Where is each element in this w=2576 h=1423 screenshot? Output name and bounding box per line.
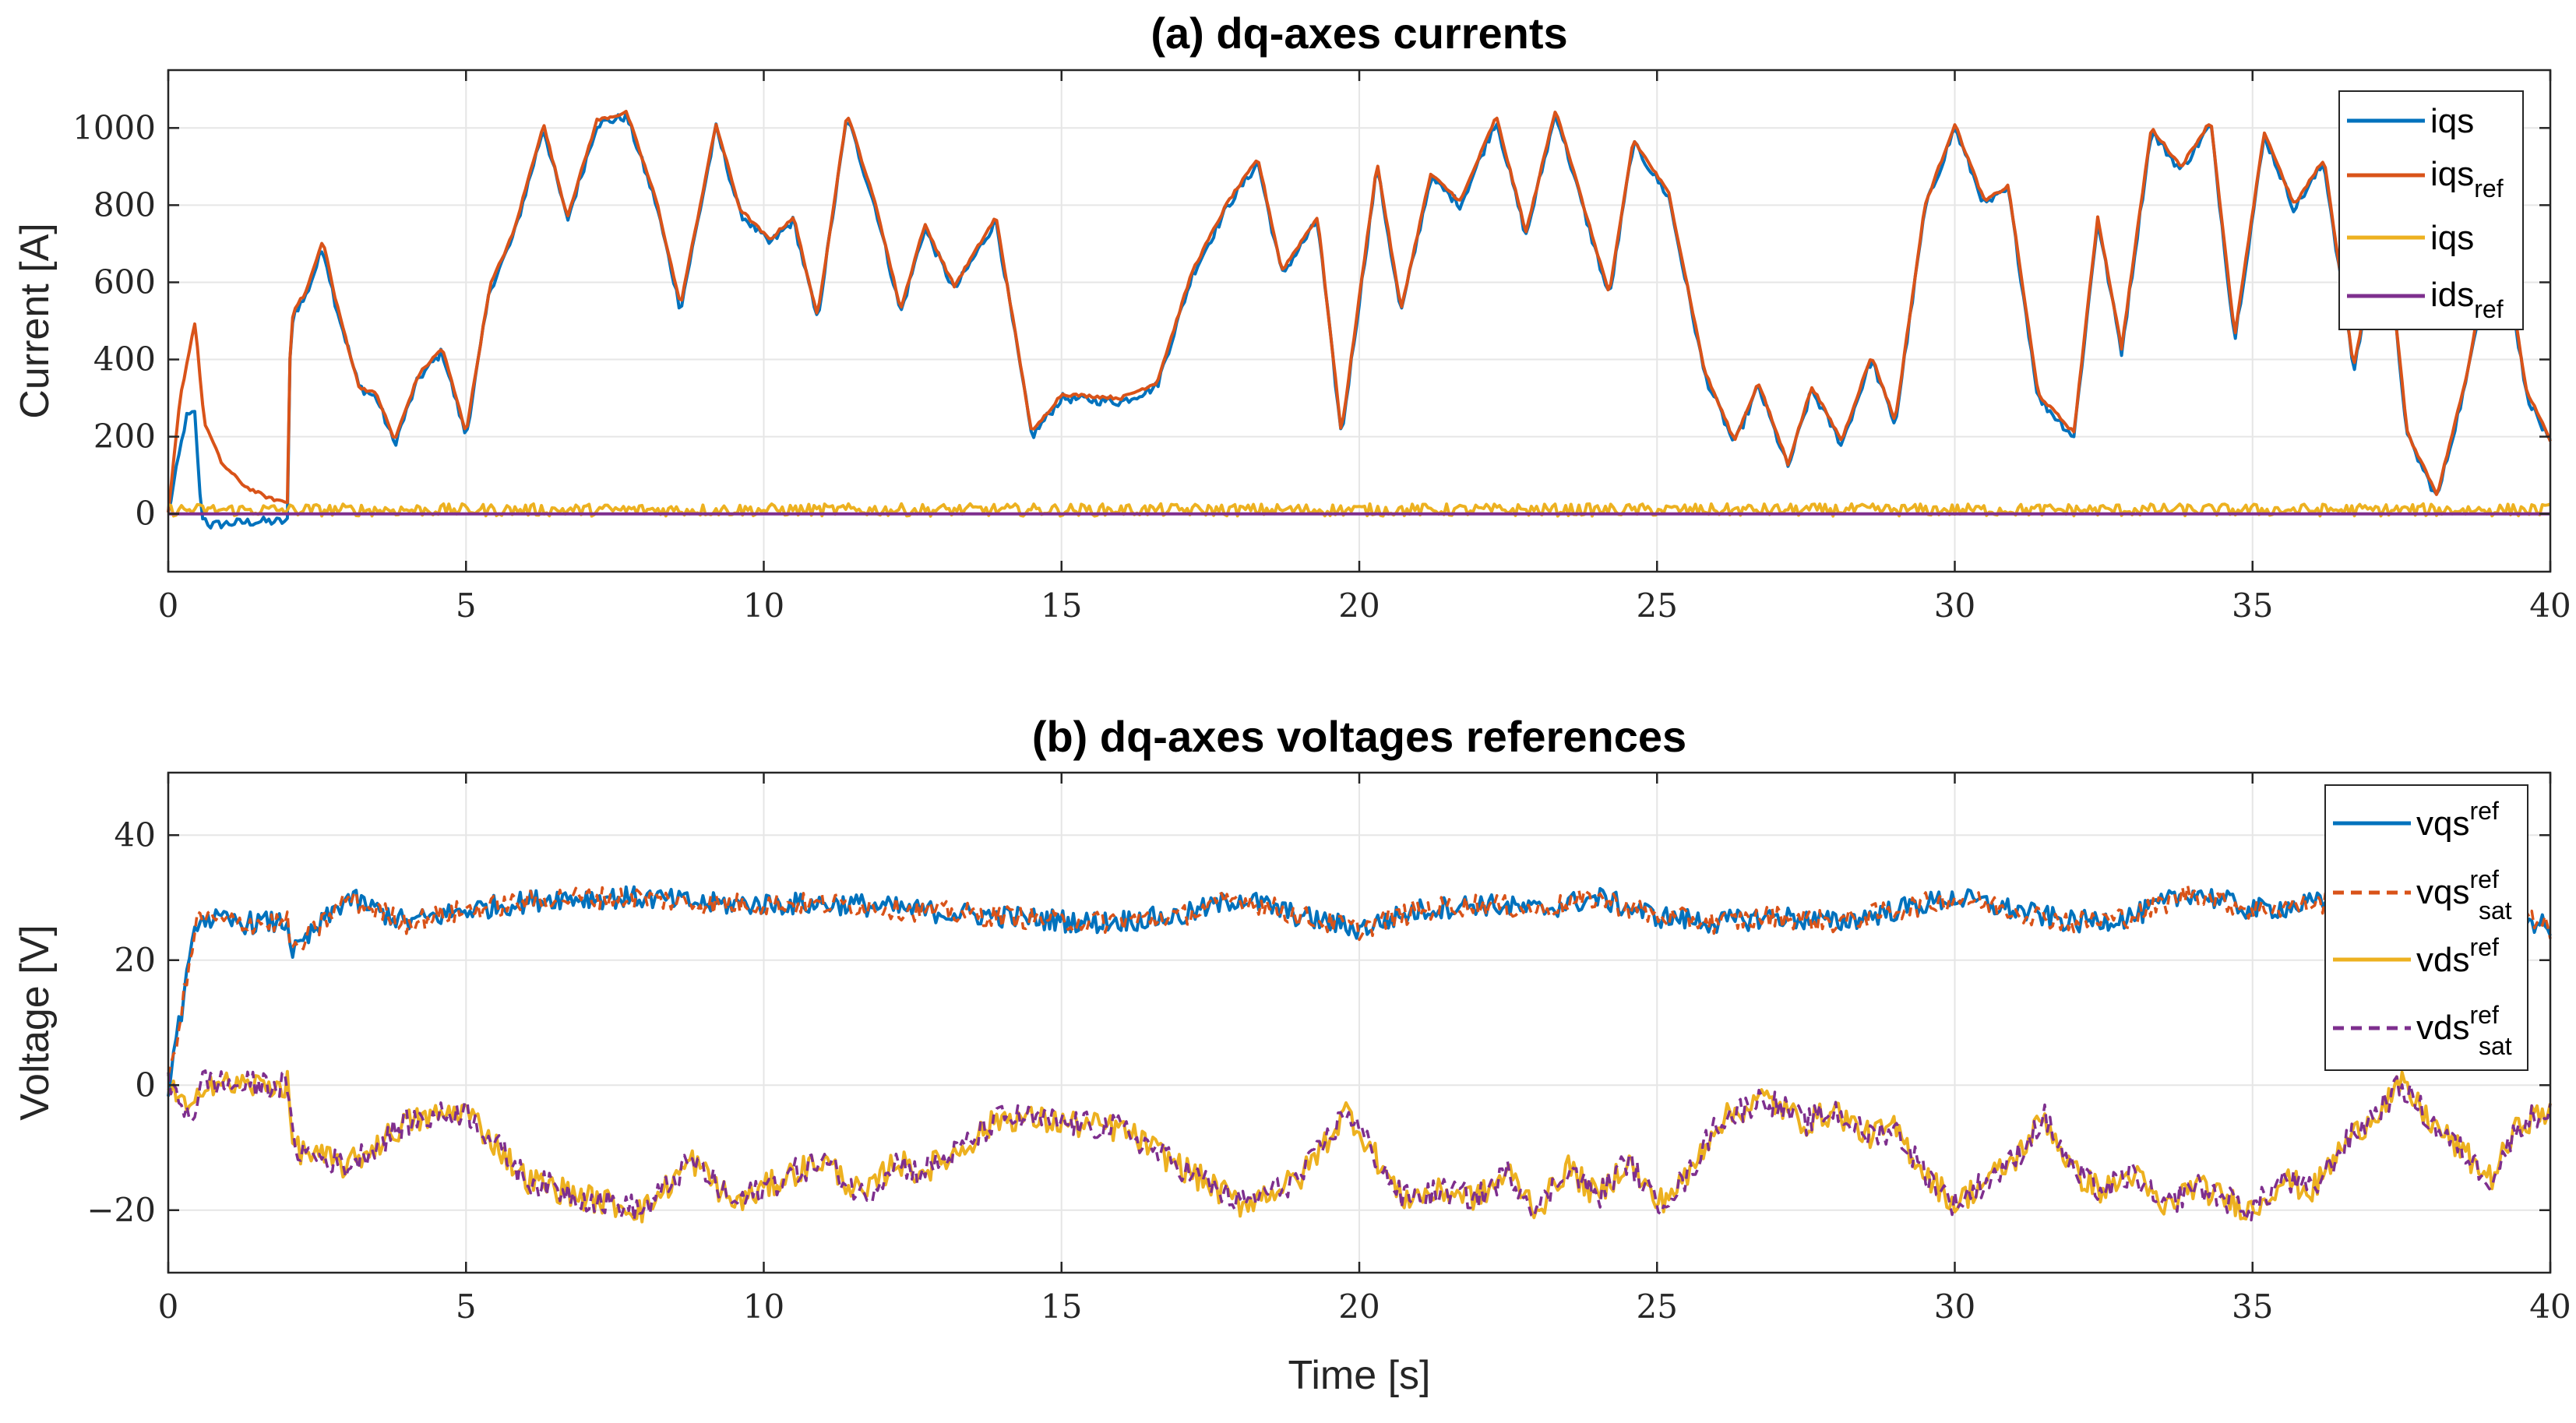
chart-a-legend-main-ids-ref: ids (2430, 276, 2474, 314)
chart-a-legend-entry-iqs: iqs (2347, 102, 2474, 140)
chart-b-series-vqs-sat (167, 883, 2552, 1076)
chart-a-legend-label-iqs-2: iqs (2430, 219, 2474, 257)
chart-a-legend-main-iqs-ref: iqs (2430, 155, 2474, 193)
chart-b-x-tick-label-6: 30 (1934, 1287, 1975, 1326)
chart-b-legend-entry-vqs-ref: vqsref (2333, 797, 2499, 843)
chart-b-legend-sup-vds-sat: ref (2469, 1001, 2498, 1029)
chart-a-legend-entry-ids-ref: idsref (2347, 276, 2504, 323)
chart-b-legend-sub-vds-sat: sat (2479, 1032, 2512, 1060)
chart-b-legend-sup-vqs-ref: ref (2469, 797, 2498, 825)
chart-b-legend-main-vqs-sat: vqs (2416, 873, 2469, 911)
chart-b-series-vds-sat (167, 1069, 2552, 1222)
chart-b-legend-sup-vqs-sat: ref (2469, 865, 2498, 893)
chart-a-legend-sub-ids-ref: ref (2474, 295, 2503, 323)
chart-b-x-tick-label-2: 10 (743, 1287, 784, 1326)
chart-a-legend-sub-iqs-ref: ref (2474, 174, 2503, 203)
chart-b-x-tick-label-8: 40 (2529, 1287, 2571, 1326)
chart-b-legend-main-vds-sat: vds (2416, 1009, 2469, 1047)
chart-b-y-tick-label-2: 20 (115, 941, 156, 979)
chart-a-legend-label-iqs: iqs (2430, 102, 2474, 140)
chart-b-y-tick-label-1: 0 (135, 1065, 156, 1104)
chart-a-title: (a) dq-axes currents (1151, 9, 1567, 58)
chart-b-legend-main-vqs-ref: vqs (2416, 805, 2469, 843)
chart-b-grid (168, 773, 2550, 1273)
chart-b-legend-label-vqs-sat: vqsref sat (2416, 865, 2512, 925)
chart-a-legend: iqs iqsref iqs idsref (2338, 90, 2524, 330)
chart-b-series-vds-ref (167, 1069, 2552, 1224)
chart-a-legend-label-ids-ref: idsref (2430, 276, 2504, 323)
chart-a-y-tick-label-4: 800 (93, 185, 156, 224)
chart-a-x-tick-label-2: 10 (743, 586, 784, 625)
chart-a-x-tick-label-1: 5 (456, 586, 477, 625)
chart-b-series-group (167, 883, 2552, 1224)
chart-b-legend-box (2324, 784, 2528, 1071)
chart-a-legend-main-iqs: iqs (2430, 102, 2474, 140)
chart-a-legend-main-iqs-2: iqs (2430, 219, 2474, 257)
chart-b-legend-label-vds-ref: vdsref (2416, 933, 2499, 979)
chart-a-y-tick-label-0: 0 (135, 495, 156, 533)
chart-a-x-tick-label-4: 20 (1338, 586, 1380, 625)
chart-b-legend: vqsref vqsref sat vdsref vdsref sat (2324, 784, 2528, 1071)
chart-b-x-tick-label-0: 0 (158, 1287, 179, 1326)
chart-a-x-tick-label-6: 30 (1934, 586, 1975, 625)
chart-b-x-tick-label-5: 25 (1637, 1287, 1678, 1326)
chart-b-legend-sub-vqs-sat: sat (2479, 896, 2512, 925)
chart-a-series-iqs-ref (167, 110, 2552, 513)
chart-b-ticks: 0 5 10 15 20 25 30 35 40 −20 0 20 40 (86, 773, 2571, 1326)
chart-b-legend-main-vds-ref: vds (2416, 941, 2469, 979)
chart-b: (b) dq-axes voltages references 0 5 10 15 20… (12, 712, 2571, 1398)
chart-b-legend-label-vqs-ref: vqsref (2416, 797, 2499, 843)
chart-a-legend-entry-iqs-2: iqs (2347, 219, 2474, 257)
chart-b-x-tick-label-4: 20 (1338, 1287, 1380, 1326)
chart-b-y-axis-label: Voltage [V] (12, 925, 58, 1121)
chart-a-series-group (167, 110, 2552, 530)
chart-b-y-tick-label-3: 40 (115, 815, 156, 854)
chart-a-y-tick-label-5: 1000 (72, 108, 156, 146)
chart-a-x-tick-label-0: 0 (158, 586, 179, 625)
chart-b-x-tick-label-3: 15 (1041, 1287, 1082, 1326)
chart-b-legend-entry-vds-sat: vdsref sat (2333, 1001, 2512, 1060)
chart-b-legend-sup-vds-ref: ref (2469, 933, 2498, 961)
chart-b-title: (b) dq-axes voltages references (1032, 712, 1686, 761)
chart-a-legend-label-iqs-ref: iqsref (2430, 155, 2504, 203)
chart-b-legend-label-vds-sat: vdsref sat (2416, 1001, 2512, 1060)
chart-a-y-axis-label: Current [A] (12, 223, 58, 418)
chart-b-legend-entry-vqs-sat: vqsref sat (2333, 865, 2512, 925)
chart-b-x-axis-label: Time [s] (1288, 1353, 1431, 1398)
chart-a-x-tick-label-5: 25 (1637, 586, 1678, 625)
chart-b-y-tick-label-0: −20 (86, 1191, 156, 1229)
chart-b-legend-entry-vds-ref: vdsref (2333, 933, 2499, 979)
chart-a-y-tick-label-1: 200 (93, 417, 156, 456)
chart-a-y-tick-label-2: 400 (93, 340, 156, 379)
chart-a-x-tick-label-8: 40 (2529, 586, 2571, 625)
chart-a: (a) dq-axes currents 0 5 10 15 20 25 30 35 40020… (12, 9, 2571, 625)
chart-b-x-tick-label-1: 5 (456, 1287, 477, 1326)
chart-a-x-tick-label-7: 35 (2232, 586, 2273, 625)
chart-a-x-tick-label-3: 15 (1041, 586, 1082, 625)
chart-b-x-tick-label-7: 35 (2232, 1287, 2273, 1326)
chart-a-legend-entry-iqs-ref: iqsref (2347, 155, 2504, 203)
chart-a-legend-box (2338, 90, 2524, 330)
chart-a-y-tick-label-3: 600 (93, 262, 156, 301)
